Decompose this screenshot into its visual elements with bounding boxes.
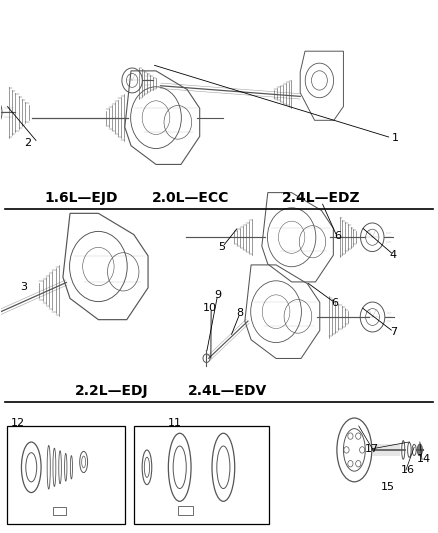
Bar [177,506,193,515]
Text: 6: 6 [332,297,339,308]
Text: 7: 7 [390,327,397,337]
Bar [53,507,66,515]
Ellipse shape [417,444,423,456]
Text: 2.2L—EDJ: 2.2L—EDJ [75,384,149,399]
Text: 10: 10 [203,303,217,313]
Text: 8: 8 [237,308,244,318]
Text: 14: 14 [417,455,431,464]
Text: 1.6L—EJD: 1.6L—EJD [45,191,118,205]
Text: 15: 15 [381,482,395,492]
Text: 9: 9 [214,289,221,300]
Text: 11: 11 [167,418,181,429]
Text: 2: 2 [24,138,32,148]
Text: 12: 12 [11,418,25,429]
Bar [134,426,269,524]
Text: 16: 16 [401,465,415,475]
Text: 3: 3 [20,282,27,292]
Text: 2.0L—ECC: 2.0L—ECC [152,191,230,205]
Text: 5: 5 [219,242,226,252]
Text: 4: 4 [389,250,396,260]
Text: 17: 17 [365,444,379,454]
Text: 1: 1 [392,133,399,143]
Text: 6: 6 [334,231,341,241]
Text: 2.4L—EDZ: 2.4L—EDZ [283,191,361,205]
Bar [7,426,125,524]
Text: 2.4L—EDV: 2.4L—EDV [188,384,267,399]
